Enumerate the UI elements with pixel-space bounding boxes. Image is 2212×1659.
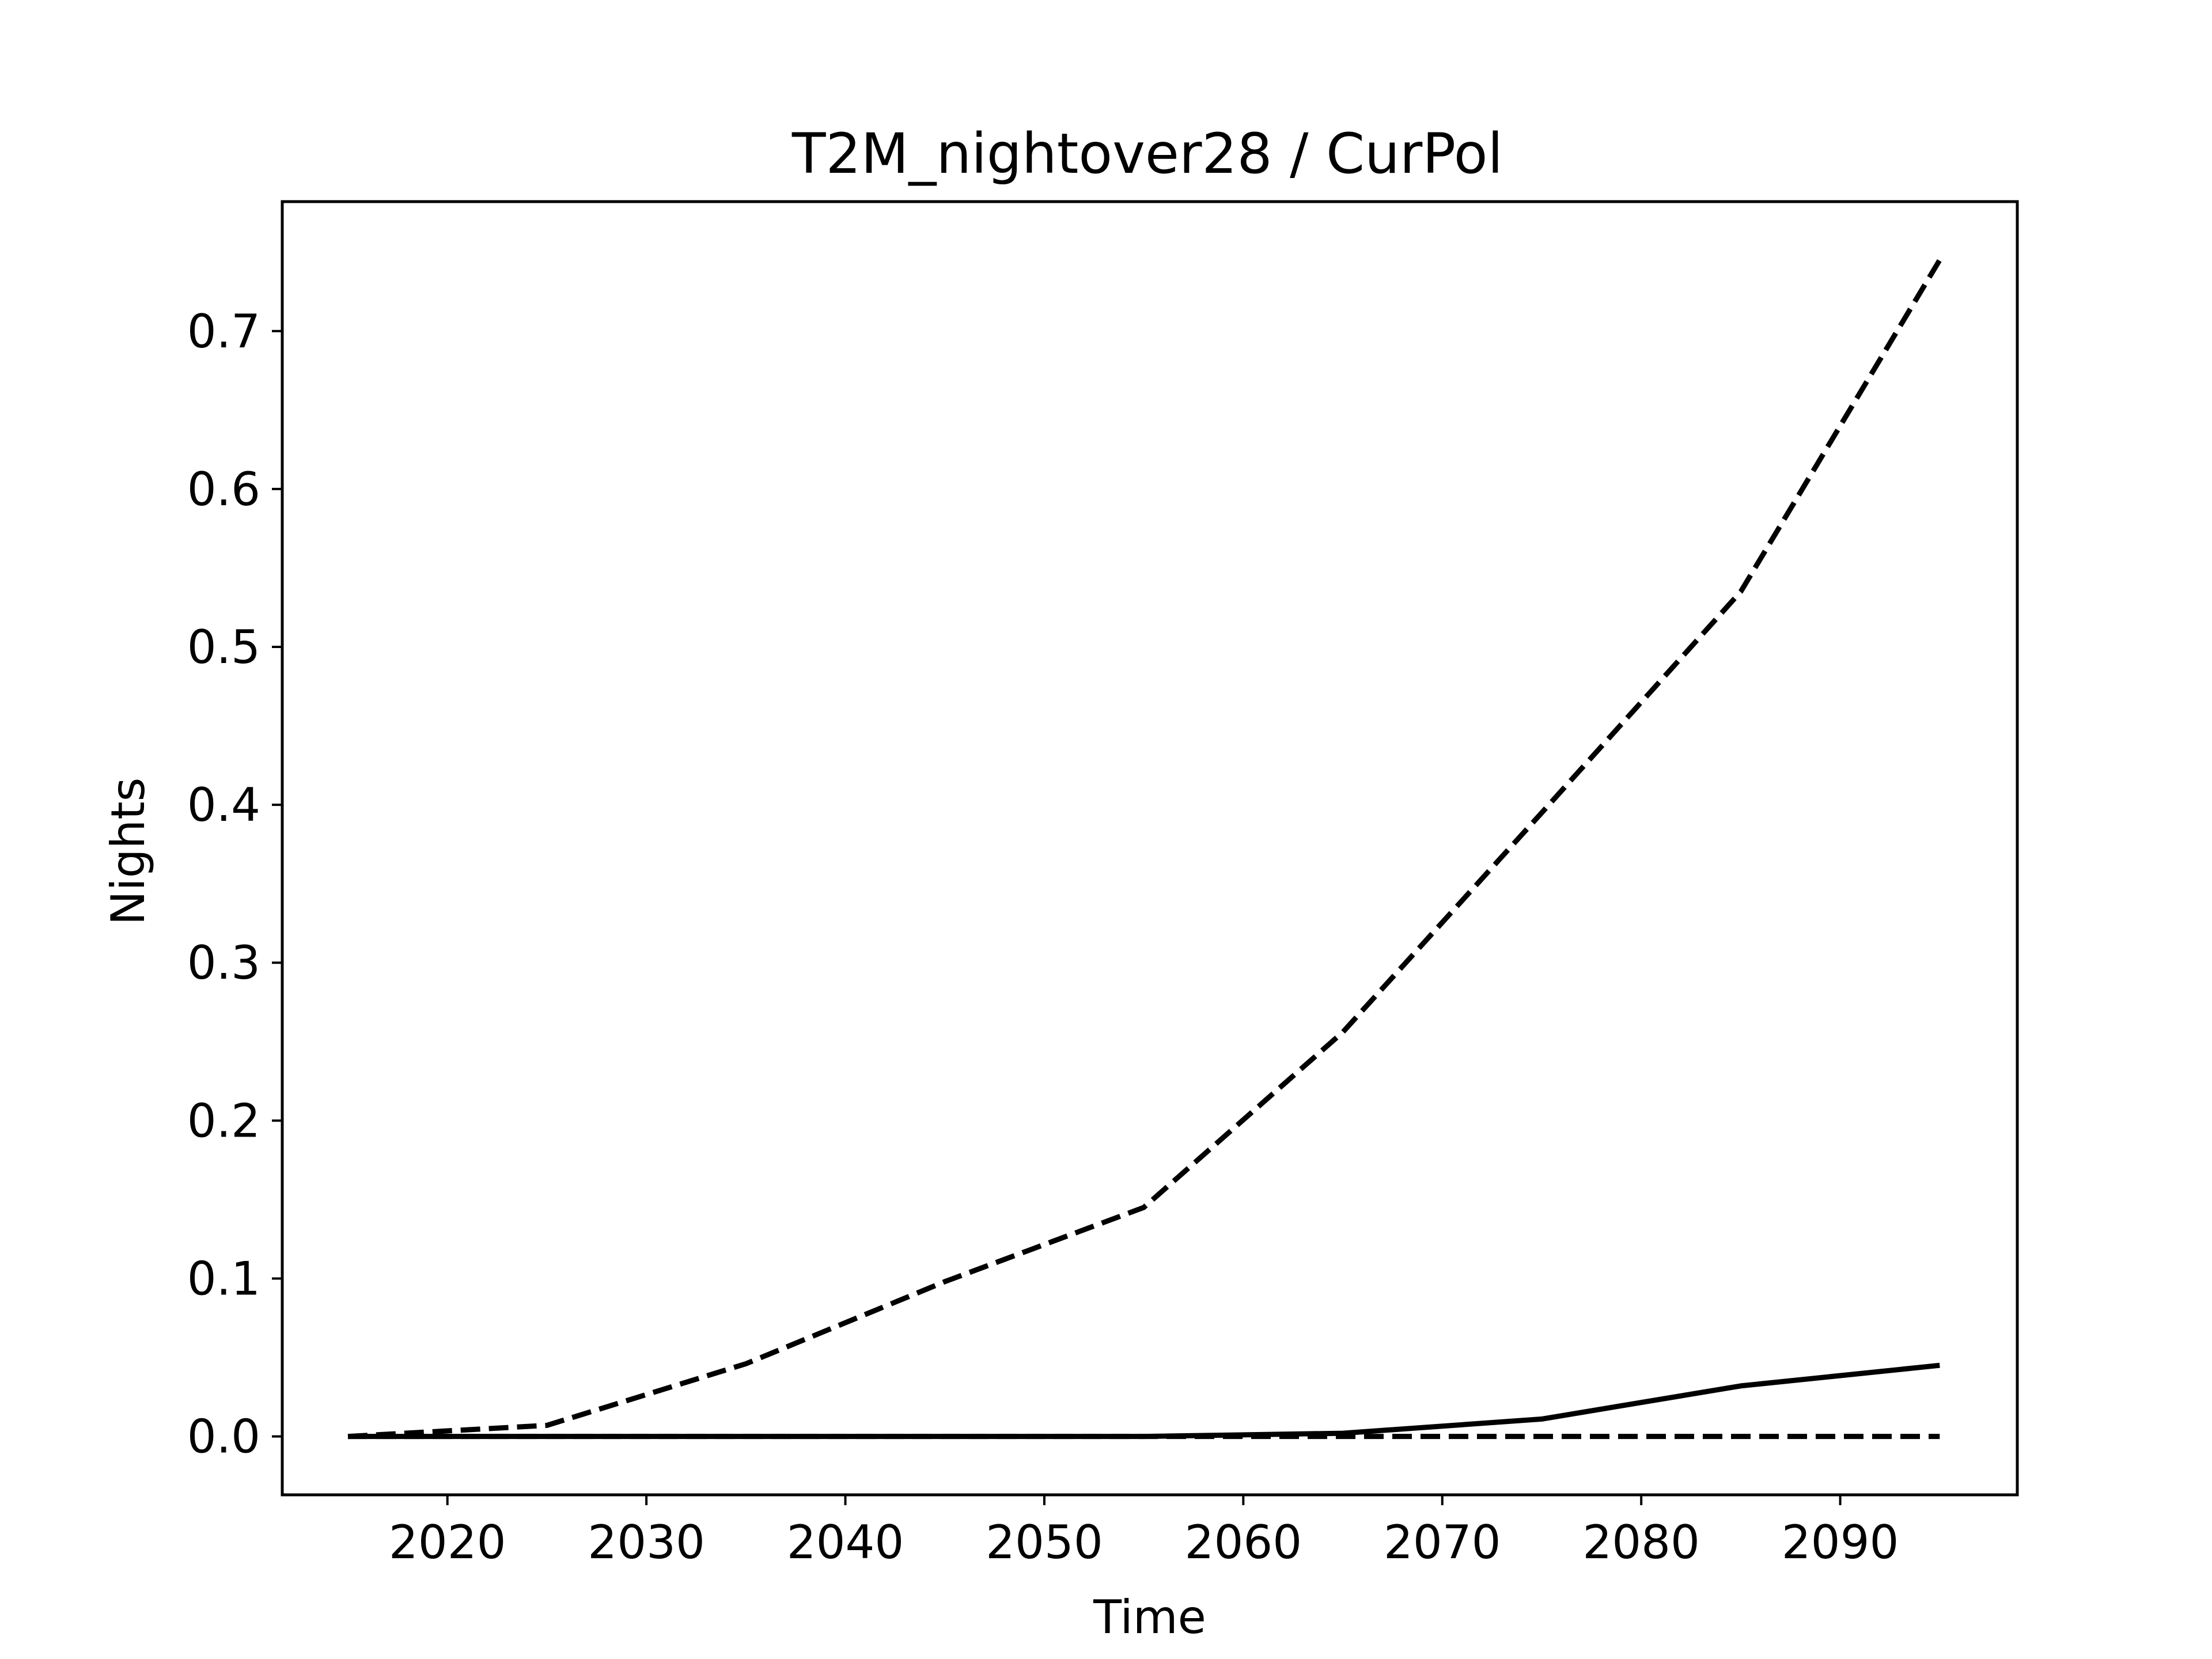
- x-tick-label: 2070: [1384, 1516, 1501, 1569]
- y-tick-label: 0.4: [187, 778, 260, 832]
- x-tick-label: 2030: [588, 1516, 705, 1569]
- x-tick-label: 2020: [389, 1516, 506, 1569]
- x-tick-label: 2090: [1782, 1516, 1899, 1569]
- y-axis-ticks: 0.0 0.1 0.2 0.3 0.4 0.5 0.6 0.7: [187, 305, 282, 1464]
- y-tick-label: 0.6: [187, 463, 260, 516]
- y-axis-label: Nights: [101, 778, 155, 926]
- y-tick-label: 0.1: [187, 1252, 260, 1305]
- y-tick-label: 0.3: [187, 936, 260, 990]
- series-layer: [347, 259, 1942, 1440]
- x-axis-label: Time: [1093, 1590, 1206, 1644]
- series-line-1: [347, 259, 1942, 1440]
- x-axis-ticks: 2020 2030 2040 2050 2060 2070 2080 2090: [389, 1495, 1899, 1569]
- y-tick-label: 0.2: [187, 1094, 260, 1147]
- x-tick-label: 2080: [1582, 1516, 1700, 1569]
- y-tick-label: 0.5: [187, 620, 260, 674]
- x-tick-label: 2060: [1185, 1516, 1302, 1569]
- x-tick-label: 2040: [787, 1516, 904, 1569]
- plot-frame: [281, 200, 2019, 1497]
- chart-title: T2M_nightover28 / CurPol: [791, 122, 1503, 186]
- x-tick-label: 2050: [986, 1516, 1103, 1569]
- y-tick-label: 0.7: [187, 305, 260, 358]
- y-tick-label: 0.0: [187, 1410, 260, 1464]
